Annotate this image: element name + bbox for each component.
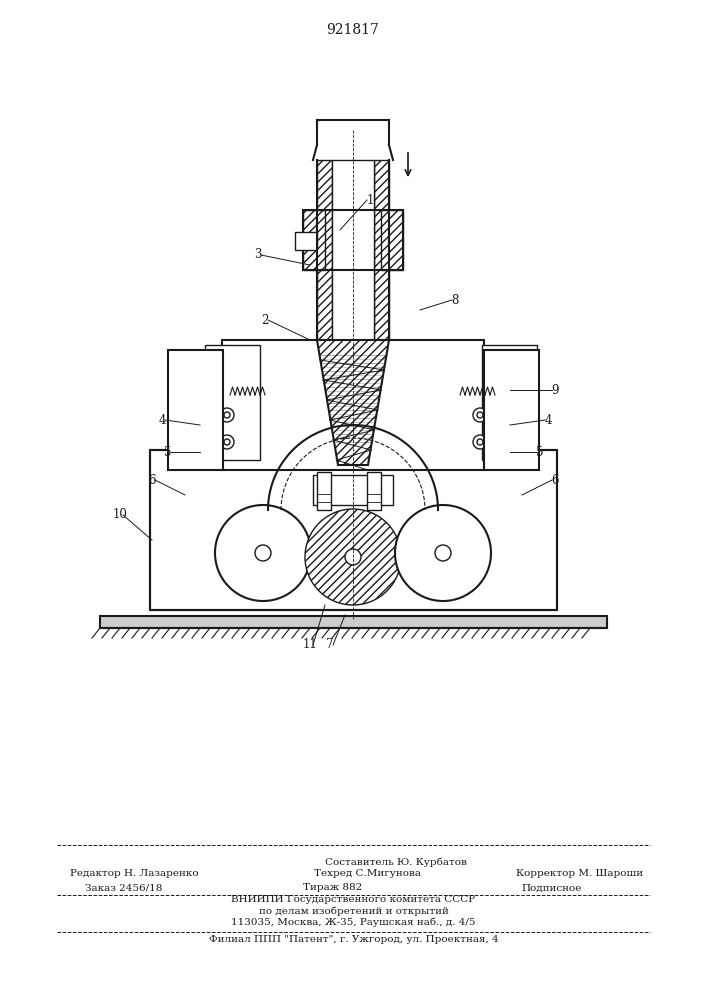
Text: 4: 4 — [544, 414, 551, 426]
Text: Подписное: Подписное — [521, 884, 582, 892]
Text: Корректор М. Шароши: Корректор М. Шароши — [516, 869, 643, 879]
Bar — [367, 472, 381, 510]
Text: 5: 5 — [536, 446, 544, 458]
Text: 10: 10 — [112, 508, 127, 522]
Text: 2: 2 — [262, 314, 269, 326]
Text: по делам изобретений и открытий: по делам изобретений и открытий — [259, 906, 448, 916]
Text: Заказ 2456/18: Заказ 2456/18 — [85, 884, 162, 892]
Circle shape — [220, 408, 234, 422]
Bar — [168, 350, 223, 470]
Circle shape — [255, 545, 271, 561]
Text: 11: 11 — [303, 639, 317, 652]
Text: Техред С.Мигунова: Техред С.Мигунова — [314, 869, 421, 879]
Text: 921817: 921817 — [327, 23, 380, 37]
Circle shape — [224, 439, 230, 445]
Text: 7: 7 — [326, 639, 334, 652]
Bar — [317, 160, 332, 340]
Bar — [381, 210, 403, 270]
Text: 3: 3 — [255, 248, 262, 261]
Bar — [313, 475, 393, 505]
Circle shape — [224, 412, 230, 418]
Text: ВНИИПИ Государственного комитета СССР: ВНИИПИ Государственного комитета СССР — [231, 896, 476, 904]
Bar — [317, 472, 331, 510]
Bar — [100, 616, 607, 628]
Circle shape — [477, 412, 483, 418]
Text: 6: 6 — [551, 474, 559, 487]
Bar — [332, 160, 374, 340]
Bar — [295, 232, 317, 250]
Circle shape — [220, 435, 234, 449]
Bar — [150, 450, 557, 610]
Circle shape — [395, 505, 491, 601]
Bar — [482, 345, 537, 460]
Text: Филиал ППП "Патент", г. Ужгород, ул. Проектная, 4: Филиал ППП "Патент", г. Ужгород, ул. Про… — [209, 936, 498, 944]
Text: 1: 1 — [366, 194, 374, 207]
Circle shape — [477, 439, 483, 445]
Bar — [303, 210, 403, 270]
Polygon shape — [317, 340, 389, 465]
Circle shape — [473, 435, 487, 449]
Circle shape — [473, 408, 487, 422]
Text: 6: 6 — [148, 474, 156, 487]
Circle shape — [305, 509, 401, 605]
Bar — [484, 350, 539, 470]
Bar — [303, 210, 325, 270]
Circle shape — [345, 549, 361, 565]
Text: Составитель Ю. Курбатов: Составитель Ю. Курбатов — [325, 857, 467, 867]
Text: 8: 8 — [451, 294, 459, 306]
Text: Тираж 882: Тираж 882 — [303, 884, 362, 892]
Text: Редактор Н. Лазаренко: Редактор Н. Лазаренко — [70, 869, 199, 879]
Text: 5: 5 — [164, 446, 172, 458]
Bar — [150, 450, 557, 610]
Bar — [374, 160, 389, 340]
Circle shape — [435, 545, 451, 561]
Text: 9: 9 — [551, 383, 559, 396]
Circle shape — [215, 505, 311, 601]
Bar — [222, 340, 484, 470]
Text: 113035, Москва, Ж-35, Раушская наб., д. 4/5: 113035, Москва, Ж-35, Раушская наб., д. … — [231, 917, 476, 927]
Bar — [205, 345, 260, 460]
Text: 4: 4 — [158, 414, 165, 426]
